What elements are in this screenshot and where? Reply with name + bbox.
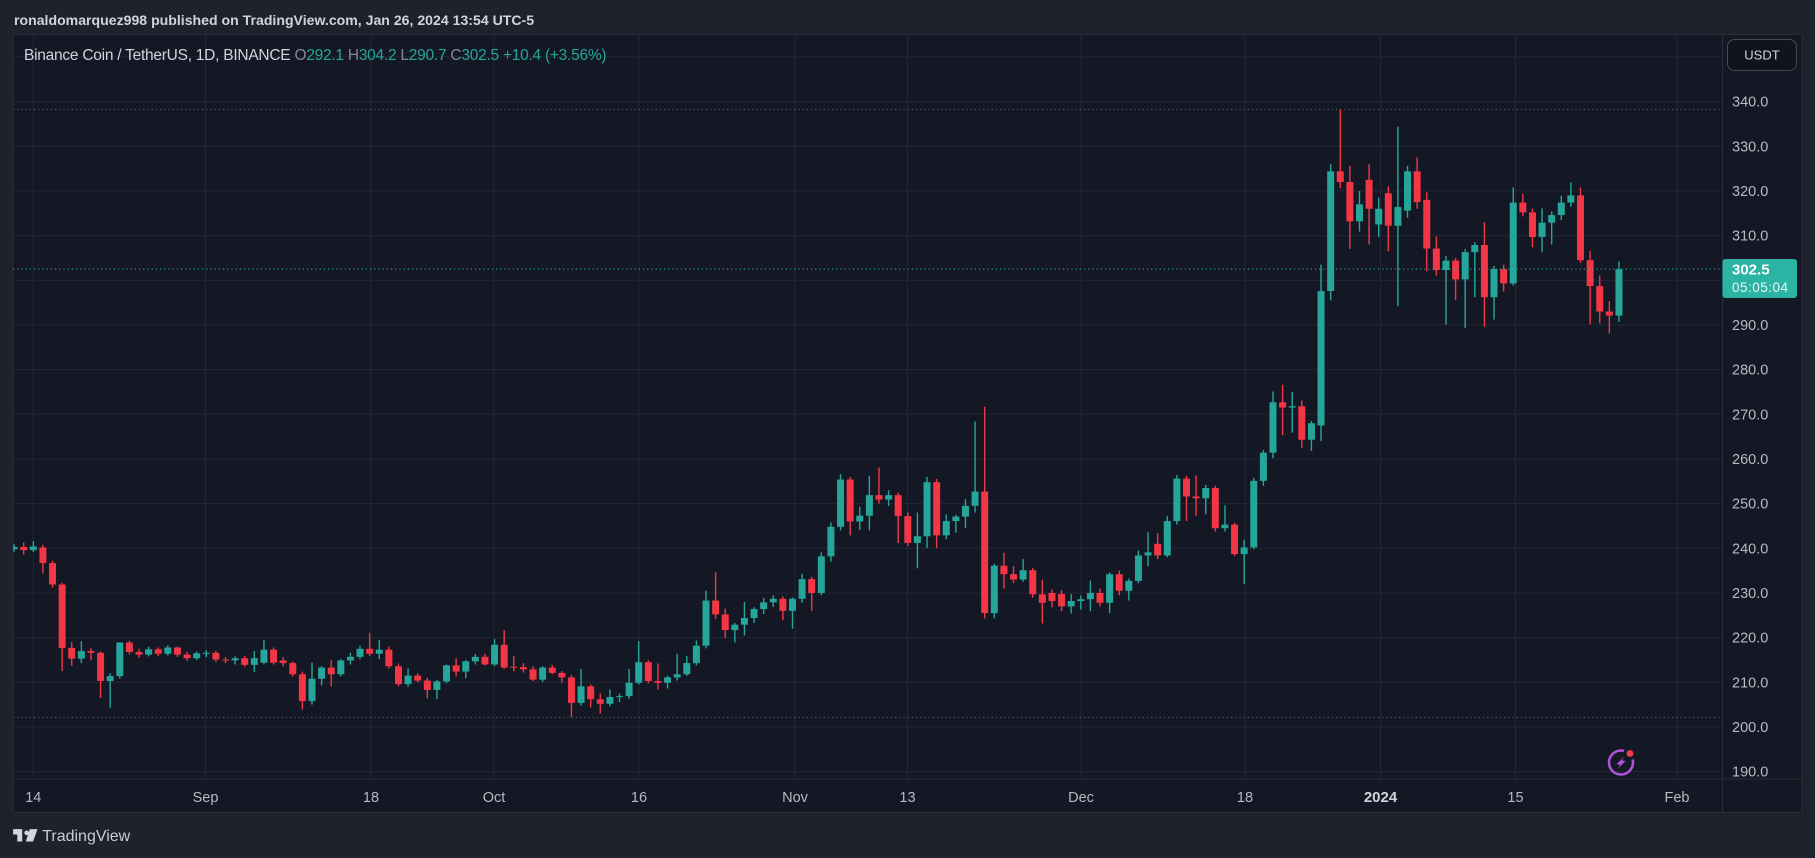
- svg-text:302.5: 302.5: [1732, 262, 1770, 279]
- svg-text:18: 18: [363, 790, 379, 806]
- svg-text:310.0: 310.0: [1732, 229, 1768, 245]
- svg-text:Binance Coin / TetherUS, 1D, B: Binance Coin / TetherUS, 1D, BINANCE O29…: [24, 47, 606, 64]
- svg-text:14: 14: [25, 790, 41, 806]
- svg-text:270.0: 270.0: [1732, 407, 1768, 423]
- svg-text:Nov: Nov: [782, 790, 809, 806]
- svg-text:Feb: Feb: [1665, 790, 1690, 806]
- svg-text:340.0: 340.0: [1732, 95, 1768, 111]
- svg-text:290.0: 290.0: [1732, 318, 1768, 334]
- svg-text:05:05:04: 05:05:04: [1732, 280, 1789, 295]
- svg-text:320.0: 320.0: [1732, 184, 1768, 200]
- svg-text:2024: 2024: [1364, 789, 1398, 806]
- svg-text:USDT: USDT: [1744, 48, 1779, 63]
- svg-text:Sep: Sep: [193, 790, 219, 806]
- svg-text:260.0: 260.0: [1732, 452, 1768, 468]
- svg-text:16: 16: [631, 790, 647, 806]
- svg-text:280.0: 280.0: [1732, 363, 1768, 379]
- svg-text:Dec: Dec: [1068, 790, 1094, 806]
- svg-text:Oct: Oct: [483, 790, 506, 806]
- svg-text:15: 15: [1507, 790, 1523, 806]
- svg-text:190.0: 190.0: [1732, 765, 1768, 781]
- svg-text:330.0: 330.0: [1732, 139, 1768, 155]
- svg-text:ronaldomarquez998 published on: ronaldomarquez998 published on TradingVi…: [14, 12, 534, 28]
- svg-text:230.0: 230.0: [1732, 586, 1768, 602]
- svg-text:240.0: 240.0: [1732, 541, 1768, 557]
- svg-text:250.0: 250.0: [1732, 497, 1768, 513]
- svg-text:18: 18: [1237, 790, 1253, 806]
- svg-text:TradingView: TradingView: [42, 828, 130, 845]
- svg-text:200.0: 200.0: [1732, 720, 1768, 736]
- svg-text:210.0: 210.0: [1732, 675, 1768, 691]
- svg-text:13: 13: [899, 790, 915, 806]
- svg-text:220.0: 220.0: [1732, 631, 1768, 647]
